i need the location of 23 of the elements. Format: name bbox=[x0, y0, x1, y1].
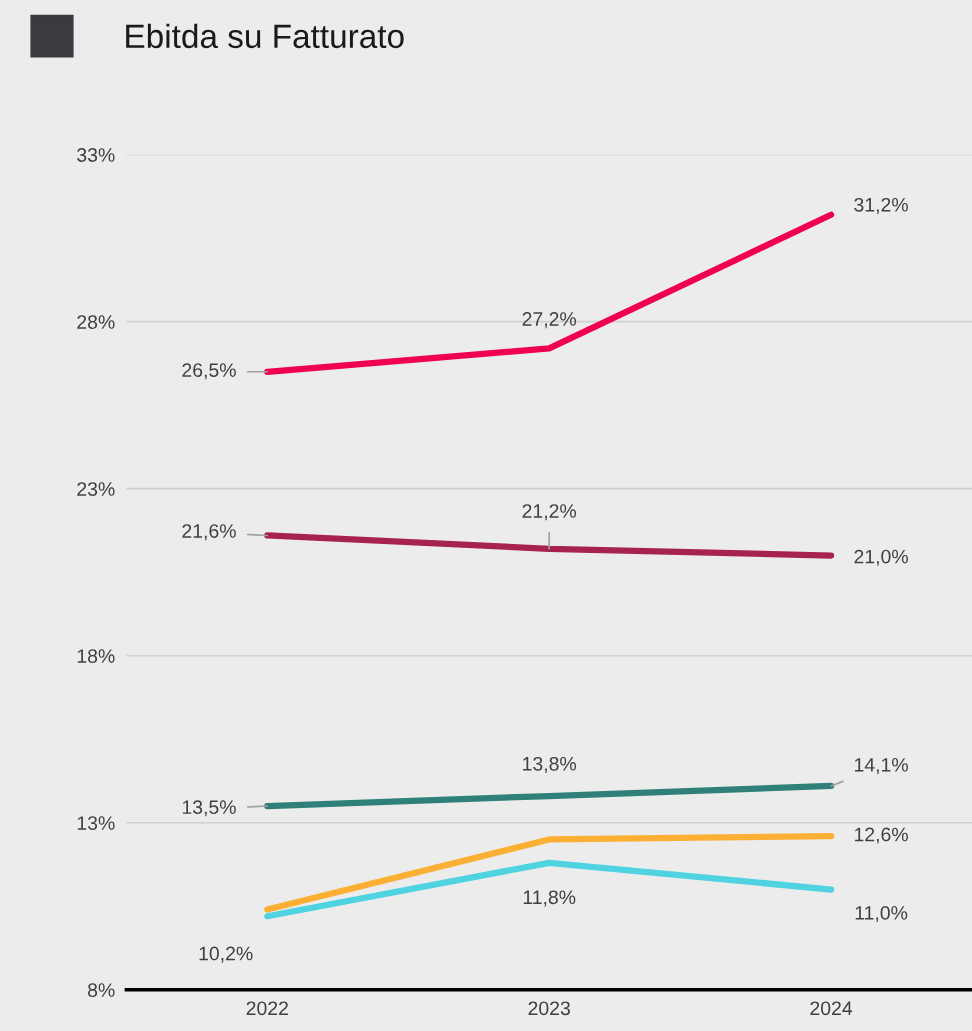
data-label: 10,2% bbox=[199, 946, 253, 963]
y-tick-label: 28% bbox=[77, 315, 115, 329]
data-label: 21,2% bbox=[522, 504, 577, 521]
x-tick-label: 2023 bbox=[528, 1001, 570, 1016]
y-tick-label: 8% bbox=[87, 983, 115, 997]
chart-title: Ebitda su Fatturato bbox=[126, 23, 404, 49]
y-tick-label: 23% bbox=[77, 482, 115, 496]
data-label: 21,0% bbox=[854, 549, 908, 566]
y-tick-label: 18% bbox=[77, 649, 115, 663]
x-tick-label: 2024 bbox=[810, 1001, 853, 1016]
data-label: 11,8% bbox=[523, 890, 576, 907]
data-label: 31,2% bbox=[854, 197, 908, 214]
data-label: 13,8% bbox=[523, 756, 577, 773]
data-label: 21,6% bbox=[182, 524, 236, 541]
y-tick-label: 33% bbox=[77, 148, 115, 162]
data-label: 14,1% bbox=[854, 758, 908, 775]
data-label: 27,2% bbox=[522, 312, 577, 329]
x-tick-label: 2022 bbox=[246, 1001, 288, 1016]
data-label: 26,5% bbox=[182, 363, 236, 380]
data-label: 11,0% bbox=[855, 906, 908, 923]
data-label: 12,6% bbox=[854, 827, 908, 844]
y-tick-label: 13% bbox=[77, 816, 115, 830]
data-label: 13,5% bbox=[182, 800, 236, 817]
